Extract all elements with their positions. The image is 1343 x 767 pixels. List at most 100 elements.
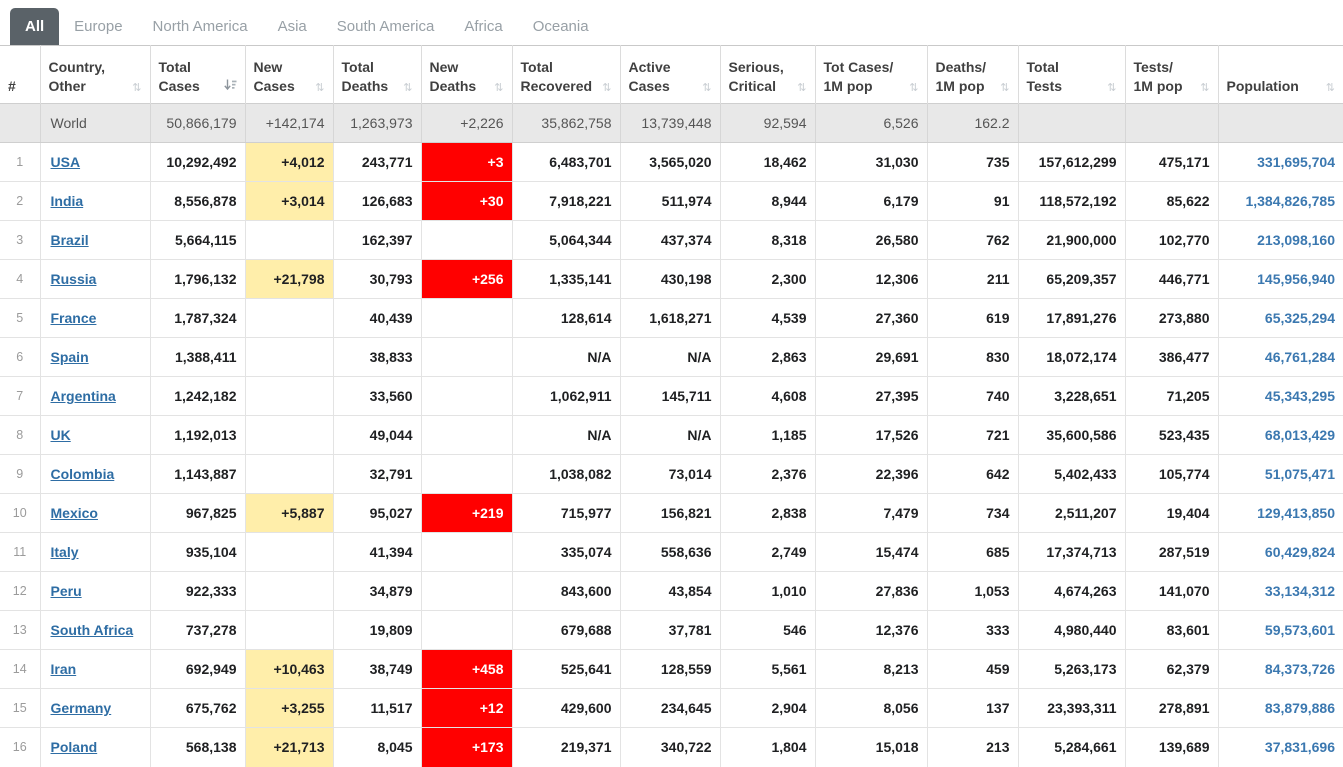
cell-tot-cases-1m: 15,474 — [814, 532, 927, 572]
country-link[interactable]: Poland — [50, 739, 98, 756]
row-rank: 1 — [0, 142, 40, 182]
cell-tot-cases-1m: 27,395 — [814, 376, 927, 416]
cell-total-deaths: 49,044 — [332, 415, 421, 455]
cell-total-tests: 5,284,661 — [1017, 727, 1125, 767]
cell-active-cases: 73,014 — [619, 454, 720, 494]
cell-new-deaths — [420, 298, 512, 338]
col-header-label: Recovered — [520, 78, 593, 95]
col-header-tests-1m[interactable]: Tests/1M pop ⇅ — [1124, 45, 1218, 104]
tab-north-america[interactable]: North America — [152, 18, 248, 35]
sort-toggle-icon[interactable]: ⇅ — [1000, 81, 1010, 95]
country-link[interactable]: Russia — [50, 271, 97, 287]
sort-toggle-icon[interactable]: ⇅ — [403, 81, 413, 95]
cell-total-recovered: 35,862,758 — [511, 103, 620, 143]
country-link[interactable]: Italy — [50, 544, 79, 560]
country-link[interactable]: Peru — [50, 583, 82, 599]
cell-total-recovered: 1,335,141 — [511, 259, 620, 299]
col-header-serious-critical[interactable]: Serious, Critical ⇅ — [719, 45, 815, 104]
cell-total-tests: 4,674,263 — [1017, 571, 1125, 611]
country-link[interactable]: Argentina — [50, 388, 116, 404]
sort-toggle-icon[interactable]: ⇅ — [1107, 81, 1117, 95]
col-header-total-recovered[interactable]: Total Recovered ⇅ — [511, 45, 620, 104]
cell-total-recovered: 219,371 — [511, 727, 620, 767]
col-header-tot-cases-1m[interactable]: Tot Cases/1M pop ⇅ — [814, 45, 927, 104]
cell-total-cases: 692,949 — [149, 649, 245, 689]
col-header-active-cases[interactable]: Active Cases ⇅ — [619, 45, 720, 104]
col-header-new-deaths[interactable]: New Deaths ⇅ — [420, 45, 512, 104]
sort-toggle-icon[interactable]: ⇅ — [602, 81, 612, 95]
col-header-label: Total — [520, 59, 553, 76]
cell-new-deaths — [420, 610, 512, 650]
country-link[interactable]: Iran — [50, 661, 77, 677]
sort-toggle-icon[interactable]: ⇅ — [909, 81, 919, 95]
cell-total-recovered: 1,062,911 — [511, 376, 620, 416]
col-header-label: # — [8, 78, 16, 95]
cell-new-deaths: +3 — [420, 142, 512, 182]
table-row-brazil: 3 Brazil 5,664,115 162,397 5,064,344 437,374 8… — [0, 220, 1343, 260]
cell-total-recovered: 335,074 — [511, 532, 620, 572]
country-link[interactable]: Colombia — [50, 466, 115, 482]
sort-toggle-icon[interactable]: ⇅ — [702, 81, 712, 95]
country-cell: Russia — [39, 259, 150, 299]
cell-new-deaths — [420, 532, 512, 572]
sort-descending-icon[interactable] — [223, 79, 237, 96]
sort-toggle-icon[interactable]: ⇅ — [494, 81, 504, 95]
cell-population: 60,429,824 — [1217, 532, 1343, 572]
country-link[interactable]: France — [50, 310, 97, 326]
country-link[interactable]: Germany — [50, 700, 112, 716]
sort-toggle-icon[interactable]: ⇅ — [1200, 81, 1210, 95]
country-link[interactable]: Mexico — [50, 505, 98, 521]
sort-toggle-icon[interactable]: ⇅ — [797, 81, 807, 95]
cell-total-cases: 1,388,411 — [149, 337, 245, 377]
tab-europe[interactable]: Europe — [74, 18, 123, 35]
cell-tests-1m: 71,205 — [1124, 376, 1218, 416]
country-link[interactable]: South Africa — [50, 622, 134, 638]
col-header-total-tests[interactable]: Total Tests ⇅ — [1017, 45, 1125, 104]
sort-toggle-icon[interactable]: ⇅ — [315, 81, 325, 95]
tab-south-america[interactable]: South America — [336, 18, 435, 35]
cell-new-deaths — [420, 376, 512, 416]
cell-population: 331,695,704 — [1217, 142, 1343, 182]
cell-total-cases: 1,192,013 — [149, 415, 245, 455]
cell-tot-cases-1m: 8,213 — [814, 649, 927, 689]
cell-population: 1,384,826,785 — [1217, 181, 1343, 221]
col-header-label: Serious, — [728, 59, 784, 76]
tab-asia[interactable]: Asia — [277, 18, 307, 35]
col-header-new-cases[interactable]: New Cases ⇅ — [244, 45, 333, 104]
cell-tests-1m: 85,622 — [1124, 181, 1218, 221]
col-header-deaths-1m[interactable]: Deaths/1M pop ⇅ — [926, 45, 1018, 104]
country-link[interactable]: Brazil — [50, 232, 89, 248]
col-header-country[interactable]: Country, Other ⇅ — [39, 45, 150, 104]
country-link[interactable]: UK — [50, 427, 71, 443]
cell-tests-1m: 273,880 — [1124, 298, 1218, 338]
cell-new-cases — [244, 376, 333, 416]
col-header-label: Critical — [728, 78, 776, 95]
cell-population: 46,761,284 — [1217, 337, 1343, 377]
cell-total-recovered: 715,977 — [511, 493, 620, 533]
tab-oceania[interactable]: Oceania — [532, 18, 589, 35]
col-header-label: 1M pop — [935, 78, 985, 95]
col-header-population[interactable]: Population ⇅ — [1217, 45, 1343, 104]
cell-serious-critical: 92,594 — [719, 103, 815, 143]
col-header-total-cases[interactable]: Total Cases — [149, 45, 245, 104]
col-header-label: Cases — [628, 78, 670, 95]
country-link[interactable]: India — [50, 193, 84, 209]
row-rank: 12 — [0, 571, 40, 611]
cell-population: 145,956,940 — [1217, 259, 1343, 299]
country-cell: Brazil — [39, 220, 150, 260]
table-row-uk: 8 UK 1,192,013 49,044 N/A N/A 1,185 17,526 721 35… — [0, 415, 1343, 455]
covid-stats-table: # Country, Other ⇅ Total Cases New Cases ⇅ Total D… — [0, 45, 1343, 767]
tab-africa[interactable]: Africa — [464, 18, 503, 35]
col-header-total-deaths[interactable]: Total Deaths ⇅ — [332, 45, 421, 104]
cell-total-cases: 1,787,324 — [149, 298, 245, 338]
cell-population: 68,013,429 — [1217, 415, 1343, 455]
tab-all[interactable]: All — [10, 8, 60, 45]
cell-total-cases: 50,866,179 — [149, 103, 245, 143]
country-cell: Argentina — [39, 376, 150, 416]
cell-new-deaths — [420, 337, 512, 377]
col-header-label: Deaths — [341, 78, 389, 95]
country-link[interactable]: Spain — [50, 349, 89, 365]
sort-toggle-icon[interactable]: ⇅ — [132, 81, 142, 95]
sort-toggle-icon[interactable]: ⇅ — [1325, 81, 1335, 95]
country-link[interactable]: USA — [50, 154, 81, 170]
